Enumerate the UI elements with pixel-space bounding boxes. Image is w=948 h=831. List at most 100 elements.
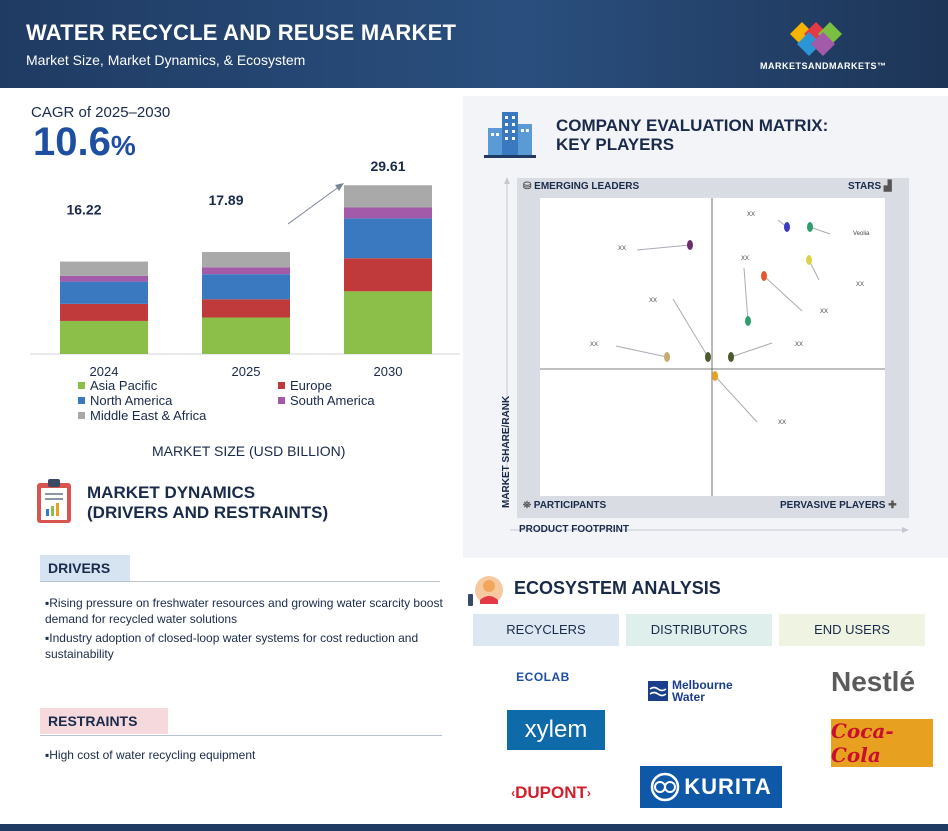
- company-marker: [784, 222, 790, 232]
- restraints-list: ▪High cost of water recycling equipment: [45, 747, 443, 766]
- marketsandmarkets-logo[interactable]: MARKETSANDMARKETS™: [760, 20, 910, 76]
- kurita-logo: KURITA: [640, 766, 782, 808]
- ecosystem-title: ECOSYSTEM ANALYSIS: [514, 578, 721, 598]
- y-axis-label: MARKET SHARE/RANK: [501, 395, 512, 508]
- legend-label: North America: [90, 393, 173, 408]
- company-label: XX: [649, 298, 657, 304]
- matrix-plot-area: [540, 198, 885, 496]
- company-label: XX: [618, 246, 626, 252]
- xylem-logo: xylem: [507, 710, 605, 750]
- bar-segment: [60, 320, 148, 354]
- callout-line: [809, 226, 831, 235]
- legend-item: North America: [78, 393, 172, 408]
- bar-segment: [202, 274, 290, 300]
- dupont-logo: ‹ DUPONT ›: [511, 783, 591, 802]
- bar-segment: [202, 252, 290, 268]
- footer-bar: [0, 824, 948, 831]
- company-label: XX: [795, 342, 803, 348]
- quadrant-pervasive-players: PERVASIVE PLAYERS ✚: [780, 500, 897, 511]
- callout-line: [636, 244, 691, 251]
- restraint-item: ▪High cost of water recycling equipment: [45, 748, 256, 762]
- buildings-icon: [484, 112, 536, 158]
- cagr-unit: %: [110, 130, 136, 161]
- quadrant-emerging-leaders: ⛁ EMERGING LEADERS: [523, 181, 640, 192]
- ecosystem-column-recyclers: RECYCLERS: [473, 614, 619, 646]
- legend-swatch: [78, 382, 85, 389]
- company-marker: [712, 371, 718, 381]
- chart-caption: MARKET SIZE (USD BILLION): [152, 443, 346, 459]
- restraints-tag: RESTRAINTS: [40, 708, 168, 734]
- callout-line: [615, 345, 668, 358]
- legend-swatch: [278, 382, 285, 389]
- nestle-logo: Nestlé: [830, 666, 916, 697]
- legend-item: Europe: [278, 378, 332, 393]
- x-tick-label: 2030: [374, 364, 403, 379]
- x-tick-label: 2024: [90, 364, 119, 379]
- driver-item: ▪Industry adoption of closed-loop water …: [45, 631, 419, 661]
- bar-segment: [60, 275, 148, 282]
- company-label: XX: [856, 282, 864, 288]
- legend-label: Middle East & Africa: [90, 408, 207, 423]
- callout-line: [714, 375, 758, 423]
- quadrant-stars: STARS ▟: [848, 181, 892, 192]
- legend-swatch: [278, 397, 285, 404]
- company-marker: [705, 352, 711, 362]
- drivers-list: ▪Rising pressure on freshwater resources…: [45, 595, 443, 665]
- bar-segment: [60, 261, 148, 276]
- diamond-logo-icon: [790, 22, 842, 56]
- bar-segment: [344, 258, 432, 292]
- x-tick-label: 2025: [232, 364, 261, 379]
- company-marker: [807, 222, 813, 232]
- cagr-number: 10.6: [33, 120, 111, 164]
- legend-swatch: [78, 412, 85, 419]
- melbourne-water-icon: [648, 681, 668, 701]
- person-phone-icon: [468, 576, 503, 606]
- legend-label: Europe: [290, 378, 332, 393]
- legend-label: South America: [290, 393, 375, 408]
- cagr-label: CAGR of 2025–2030: [31, 104, 171, 121]
- bar-total-label: 29.61: [370, 158, 405, 174]
- legend-swatch: [78, 397, 85, 404]
- cagr-value: 10.6%: [33, 120, 136, 165]
- emerging-leaders-icon: ⛁: [523, 181, 535, 192]
- bar-segment: [344, 218, 432, 259]
- company-label: XX: [741, 256, 749, 262]
- growth-arrow: [287, 185, 341, 225]
- company-label: XX: [778, 420, 786, 426]
- brand-name: MARKETSANDMARKETS™: [760, 61, 887, 71]
- page-title: WATER RECYCLE AND REUSE MARKET: [26, 20, 457, 45]
- growth-arrow-head: [335, 183, 344, 191]
- coca-cola-logo: Coca-Cola: [831, 719, 933, 767]
- market-size-chart: 16.22 2024 17.89 2025 29.61 2030: [30, 158, 460, 379]
- callout-line: [743, 267, 749, 322]
- bar-total-label: 16.22: [66, 202, 101, 218]
- x-axis-label: PRODUCT FOOTPRINT: [519, 524, 629, 535]
- bar-segment: [344, 185, 432, 208]
- ecosystem-column-end-users: END USERS: [779, 614, 925, 646]
- bar-total-label: 17.89: [208, 192, 243, 208]
- dynamics-title: MARKET DYNAMICS (DRIVERS AND RESTRAINTS): [87, 483, 328, 523]
- drivers-tag: DRIVERS: [40, 555, 130, 581]
- restraints-divider: [40, 735, 442, 736]
- company-label: Veolia: [853, 231, 870, 237]
- company-marker: [745, 316, 751, 326]
- company-marker: [761, 271, 767, 281]
- company-marker: [664, 352, 670, 362]
- participants-icon: ⛯: [523, 500, 534, 511]
- company-marker: [687, 240, 693, 250]
- kurita-icon: [651, 772, 680, 802]
- page-subtitle: Market Size, Market Dynamics, & Ecosyste…: [26, 52, 306, 68]
- chart-legend: Asia Pacific Europe North America South Ame…: [78, 378, 418, 426]
- bar-segment: [344, 291, 432, 354]
- dynamics-title-line1: MARKET DYNAMICS: [87, 483, 256, 502]
- company-label: XX: [590, 342, 598, 348]
- company-marker: [806, 255, 812, 265]
- callout-line: [763, 275, 803, 312]
- company-label: XX: [747, 212, 755, 218]
- bar-segment: [202, 317, 290, 354]
- melbourne-water-logo: Melbourne Water: [648, 676, 748, 706]
- puzzle-icon: ✚: [885, 500, 897, 511]
- clipboard-chart-icon: [37, 479, 71, 523]
- callout-line: [672, 298, 709, 358]
- dynamics-title-line2: (DRIVERS AND RESTRAINTS): [87, 503, 329, 522]
